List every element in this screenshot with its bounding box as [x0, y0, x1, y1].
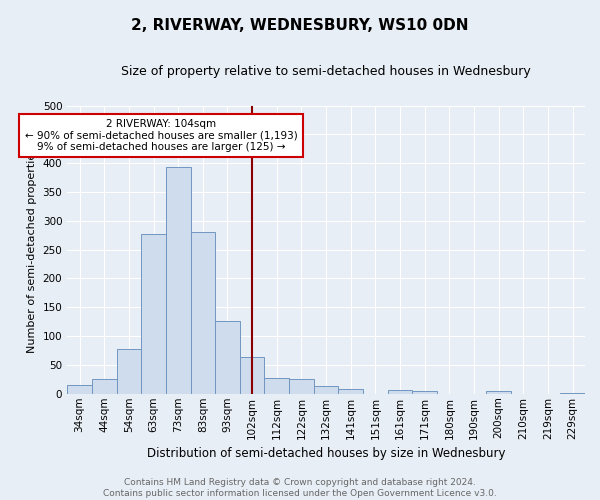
Bar: [487, 392, 511, 394]
Text: 2, RIVERWAY, WEDNESBURY, WS10 0DN: 2, RIVERWAY, WEDNESBURY, WS10 0DN: [131, 18, 469, 32]
Bar: [191, 232, 215, 394]
Title: Size of property relative to semi-detached houses in Wednesbury: Size of property relative to semi-detach…: [121, 65, 531, 78]
Bar: [289, 380, 314, 394]
Bar: [141, 234, 166, 394]
Bar: [215, 321, 240, 394]
Bar: [92, 380, 116, 394]
X-axis label: Distribution of semi-detached houses by size in Wednesbury: Distribution of semi-detached houses by …: [147, 447, 505, 460]
Text: Contains HM Land Registry data © Crown copyright and database right 2024.
Contai: Contains HM Land Registry data © Crown c…: [103, 478, 497, 498]
Bar: [240, 358, 265, 394]
Bar: [314, 386, 338, 394]
Bar: [116, 349, 141, 394]
Y-axis label: Number of semi-detached properties: Number of semi-detached properties: [27, 146, 37, 352]
Bar: [560, 392, 585, 394]
Bar: [265, 378, 289, 394]
Bar: [338, 389, 363, 394]
Bar: [388, 390, 412, 394]
Bar: [67, 385, 92, 394]
Bar: [166, 167, 191, 394]
Text: 2 RIVERWAY: 104sqm
← 90% of semi-detached houses are smaller (1,193)
9% of semi-: 2 RIVERWAY: 104sqm ← 90% of semi-detache…: [25, 119, 297, 152]
Bar: [412, 391, 437, 394]
